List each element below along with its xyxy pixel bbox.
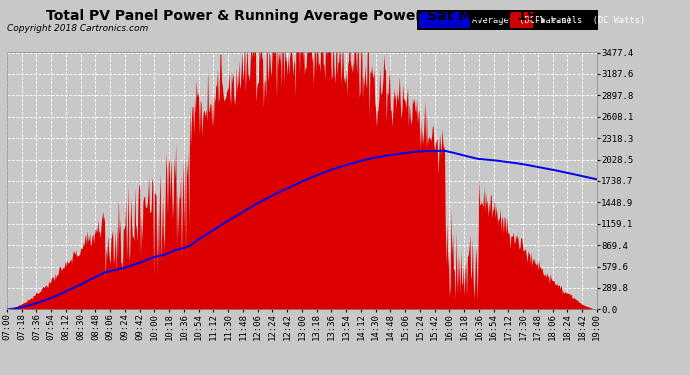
Bar	[510, 12, 533, 28]
Text: Copyright 2018 Cartronics.com: Copyright 2018 Cartronics.com	[7, 24, 148, 33]
Text: PV Panels  (DC Watts): PV Panels (DC Watts)	[535, 16, 645, 25]
Text: Total PV Panel Power & Running Average Power Sat Mar 17 19:04: Total PV Panel Power & Running Average P…	[46, 9, 562, 23]
Text: Average  (DC Watts): Average (DC Watts)	[472, 16, 571, 25]
Bar	[420, 12, 470, 28]
